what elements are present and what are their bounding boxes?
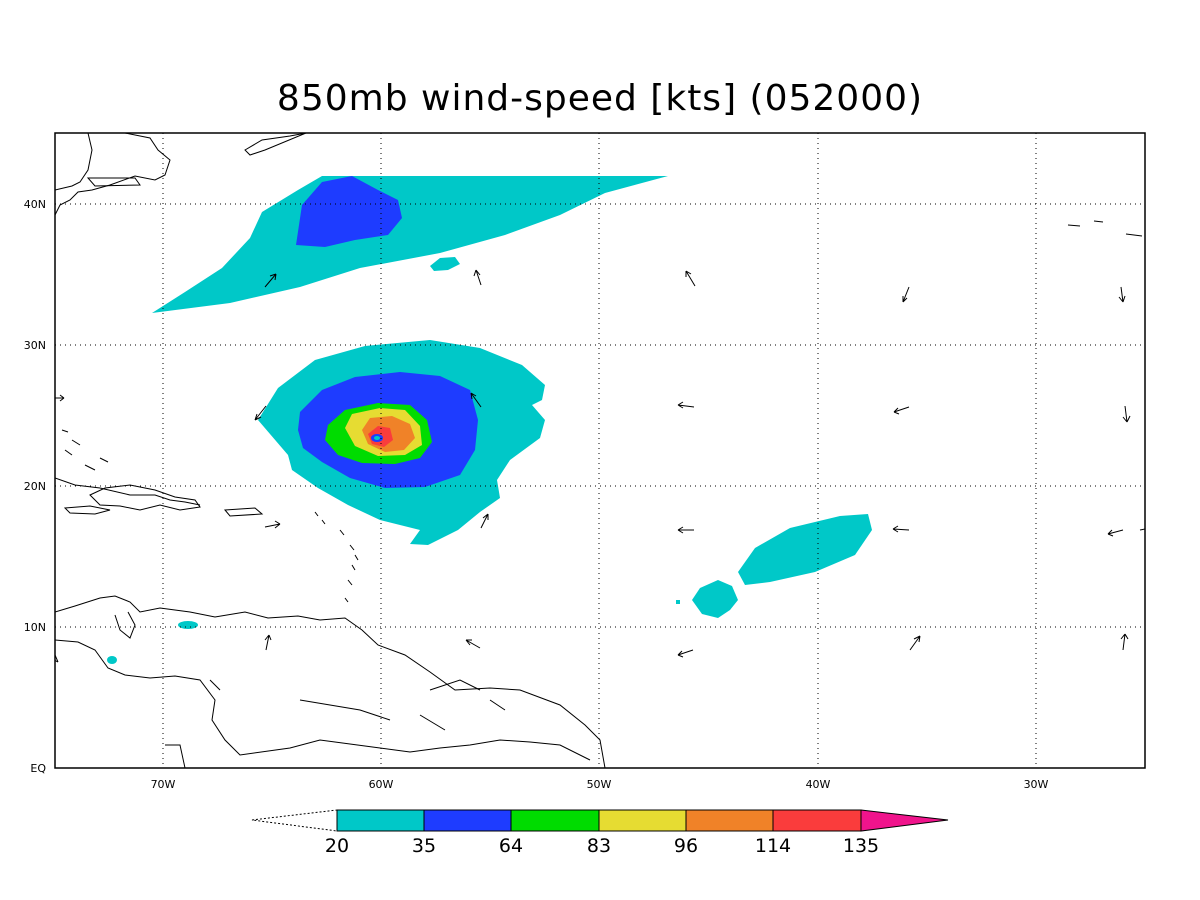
colorbar-label-20: 20 (325, 835, 349, 857)
colorbar-swatch-35 (423, 809, 512, 832)
map-area (55, 133, 1145, 768)
colorbar-label-64: 64 (499, 835, 523, 857)
colorbar-label-35: 35 (412, 835, 436, 857)
coast-bahamas (61, 429, 109, 471)
colorbar-low-extension (251, 809, 338, 832)
coast-jamaica (63, 505, 111, 515)
contour-35-north (296, 176, 402, 247)
lat-label-eq: EQ (30, 762, 46, 775)
colorbar-label-135: 135 (843, 835, 879, 857)
lat-label-30n: 30N (24, 339, 46, 352)
colorbar-swatch-96 (685, 809, 774, 832)
colorbar-swatch-114 (772, 809, 862, 832)
map-title: 850mb wind-speed [kts] (052000) (276, 78, 924, 119)
lat-label-20n: 20N (24, 480, 46, 493)
colorbar-swatch-20 (336, 809, 425, 832)
coast-cuba (55, 477, 201, 506)
lon-label-50w: 50W (587, 778, 612, 791)
coast-north-america (55, 133, 171, 216)
coastlines (55, 133, 606, 768)
coast-lesser-antilles (314, 511, 359, 603)
map-frame (54, 132, 1146, 769)
lon-label-40w: 40W (806, 778, 831, 791)
contour-20-east-small (692, 580, 738, 618)
coast-new-england (86, 177, 141, 187)
grid-lines (55, 133, 1145, 768)
contour-eye-core (374, 436, 380, 440)
contour-20-coast (107, 656, 117, 664)
coast-borders (209, 679, 506, 731)
wind-vectors (55, 220, 1145, 663)
lat-label-40n: 40N (24, 198, 46, 211)
lat-label-10n: 10N (24, 621, 46, 634)
wind-contours (107, 176, 872, 664)
colorbar-swatch-83 (598, 809, 687, 832)
lon-label-30w: 30W (1024, 778, 1049, 791)
coast-puerto-rico (223, 507, 264, 517)
coast-brazil-east (165, 744, 186, 768)
coast-hispaniola (89, 484, 201, 511)
contour-20-east-dot (676, 600, 680, 604)
colorbar-label-96: 96 (674, 835, 698, 857)
lon-label-70w: 70W (151, 778, 176, 791)
lat-axis-labels: EQ 10N 20N 30N 40N (24, 198, 47, 775)
lon-label-60w: 60W (369, 778, 394, 791)
lon-axis-labels: 70W 60W 50W 40W 30W (151, 778, 1049, 791)
coast-south-america (55, 595, 606, 768)
colorbar-label-114: 114 (755, 835, 791, 857)
contour-20-east (738, 514, 872, 585)
colorbar-swatch-64 (510, 809, 600, 832)
colorbar: 20 35 64 83 96 114 135 (251, 809, 949, 857)
coast-colombia (55, 639, 591, 761)
contour-20-north (152, 176, 668, 313)
coast-nova-scotia (244, 133, 307, 156)
coast-maracaibo (114, 611, 136, 639)
colorbar-label-83: 83 (587, 835, 611, 857)
colorbar-high-extension (860, 809, 949, 832)
contour-20-north-island (430, 257, 460, 271)
contour-20-caribbean (178, 621, 198, 629)
